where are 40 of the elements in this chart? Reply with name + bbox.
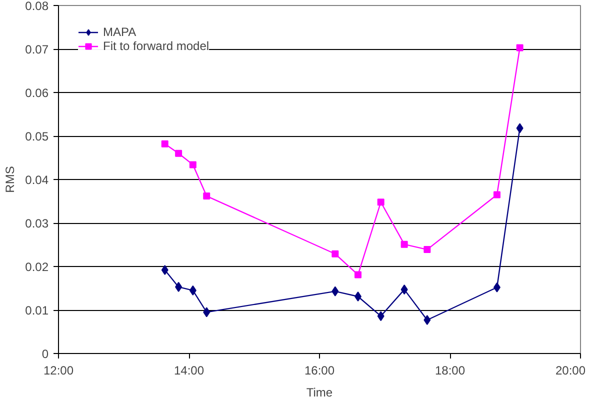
x-axis-title: Time (306, 386, 333, 400)
point (516, 44, 524, 52)
point (332, 286, 339, 296)
point (400, 284, 408, 295)
y-tick-label: 0.06 (25, 86, 49, 100)
point (400, 240, 408, 248)
legend-label: MAPA (103, 25, 136, 39)
point (189, 161, 196, 168)
x-tick-label: 16:00 (304, 364, 335, 378)
point (516, 123, 524, 134)
point (493, 282, 500, 292)
point (161, 140, 168, 148)
point (354, 271, 362, 278)
point (189, 285, 196, 296)
y-tick-label: 0.04 (25, 173, 49, 187)
point (354, 292, 362, 302)
y-tick-label: 0.01 (25, 304, 49, 318)
point (377, 311, 384, 322)
x-tick-label: 14:00 (174, 364, 204, 378)
point (493, 191, 500, 198)
y-tick-label: 0 (42, 347, 49, 361)
y-tick-label: 0.08 (25, 0, 49, 13)
y-axis-title: RMS (3, 166, 18, 193)
point (377, 198, 384, 206)
point (424, 246, 431, 254)
point (203, 192, 210, 200)
point (203, 307, 210, 318)
point (424, 315, 431, 326)
y-tick-label: 0.03 (25, 216, 49, 230)
x-tick-label: 18:00 (434, 364, 466, 378)
legend-label: Fit to forward model (103, 39, 210, 53)
x-tick-label: 20:00 (555, 364, 586, 378)
x-tick-label: 12:00 (43, 364, 74, 378)
point (175, 150, 182, 157)
y-tick-label: 0.02 (25, 260, 49, 274)
point (161, 264, 168, 275)
point (175, 282, 182, 292)
y-tick-label: 0.07 (25, 42, 49, 56)
point (332, 250, 339, 258)
y-tick-label: 0.05 (25, 130, 49, 144)
